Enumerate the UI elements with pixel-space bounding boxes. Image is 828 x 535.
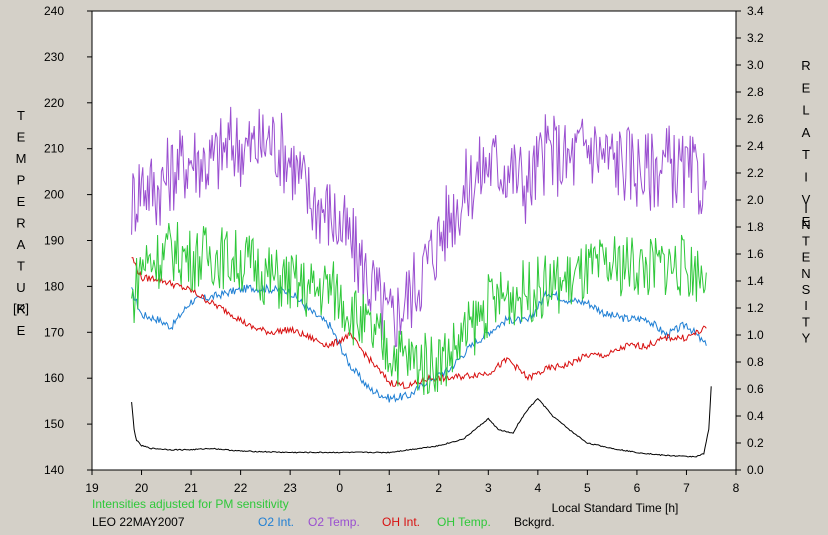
- y-right-tick-label: 0.4: [747, 409, 764, 423]
- series-line: [131, 283, 707, 403]
- y-right-tick-label: 0.6: [747, 382, 764, 396]
- y-right-tick-label: 2.4: [747, 139, 764, 153]
- series-line: [131, 106, 707, 348]
- y-left-label-letter: T: [17, 108, 25, 123]
- y-right-label-letter: T: [802, 314, 810, 329]
- series-line: [131, 257, 707, 390]
- x-tick-label: 19: [85, 481, 99, 495]
- y-right-tick-label: 0.2: [747, 436, 764, 450]
- station-date-label: LEO 22MAY2007: [92, 515, 185, 529]
- y-right-label-letter: V: [802, 192, 811, 207]
- y-right-tick-label: 2.2: [747, 166, 764, 180]
- x-tick-label: 0: [336, 481, 343, 495]
- y-left-label-letter: A: [17, 237, 26, 252]
- y-left-tick-label: 210: [44, 142, 64, 156]
- y-left-unit-label: [K]: [13, 301, 29, 316]
- y-right-label-letter: Y: [802, 331, 811, 346]
- y-left-label-letter: E: [17, 194, 26, 209]
- y-left-label-letter: R: [16, 216, 25, 231]
- y-right-tick-label: 1.4: [747, 274, 764, 288]
- y-right-label-letter: E: [802, 214, 811, 229]
- y-right-tick-label: 0.0: [747, 463, 764, 477]
- y-right-label-letter: N: [801, 217, 810, 232]
- y-right-tick-label: 2.6: [747, 112, 764, 126]
- y-right-tick-label: 1.8: [747, 220, 764, 234]
- legend-entry: OH Int.: [382, 515, 420, 529]
- y-left-tick-label: 220: [44, 96, 64, 110]
- y-right-label-letter: I: [804, 170, 808, 185]
- y-left-label-letter: U: [16, 280, 25, 295]
- x-tick-label: 20: [135, 481, 149, 495]
- y-right-label-letter: R: [801, 58, 810, 73]
- y-left-label-letter: M: [16, 151, 27, 166]
- legend-entry: OH Temp.: [437, 515, 491, 529]
- y-right-tick-label: 0.8: [747, 355, 764, 369]
- y-right-label-letter: A: [802, 125, 811, 140]
- x-tick-label: 5: [584, 481, 591, 495]
- label-layer: [K] Local Standard Time [h] Intensities …: [13, 58, 811, 529]
- axis-layer: 19 20 21 22 23 0 1 2 3 4 5 6 7 8140150160170180190200…: [44, 4, 764, 495]
- y-right-tick-label: 3.0: [747, 58, 764, 72]
- y-right-tick-label: 1.6: [747, 247, 764, 261]
- y-right-label-letter: I: [804, 201, 808, 216]
- y-right-label-letter: E: [802, 250, 811, 265]
- y-right-label-letter: T: [802, 147, 810, 162]
- y-right-tick-label: 3.4: [747, 4, 764, 18]
- y-left-label-letter: P: [17, 173, 26, 188]
- y-left-tick-label: 170: [44, 325, 64, 339]
- legend-entry: Bckgrd.: [514, 515, 555, 529]
- y-left-label-letter: E: [17, 130, 26, 145]
- x-tick-label: 6: [634, 481, 641, 495]
- x-tick-label: 23: [283, 481, 297, 495]
- series-layer: [131, 106, 712, 458]
- sensitivity-note: Intensities adjusted for PM sensitivity: [92, 497, 289, 511]
- y-left-label-letter: R: [16, 302, 25, 317]
- y-right-label-letter: E: [802, 80, 811, 95]
- x-tick-label: 8: [733, 481, 740, 495]
- y-left-tick-label: 200: [44, 188, 64, 202]
- x-tick-label: 22: [234, 481, 248, 495]
- y-right-tick-label: 1.0: [747, 328, 764, 342]
- y-right-label-letter: S: [802, 282, 811, 297]
- y-right-tick-label: 1.2: [747, 301, 764, 315]
- y-right-tick-label: 2.8: [747, 85, 764, 99]
- series-line: [131, 386, 712, 458]
- legend-entry: O2 Temp.: [308, 515, 360, 529]
- y-right-tick-label: 2.0: [747, 193, 764, 207]
- y-right-label-letter: I: [804, 298, 808, 313]
- x-tick-label: 2: [435, 481, 442, 495]
- x-tick-label: 3: [485, 481, 492, 495]
- y-right-label-letter: N: [801, 266, 810, 281]
- y-left-tick-label: 190: [44, 234, 64, 248]
- y-left-tick-label: 150: [44, 417, 64, 431]
- y-right-tick-label: 3.2: [747, 31, 764, 45]
- y-left-tick-label: 140: [44, 463, 64, 477]
- series-line: [131, 221, 707, 396]
- y-right-label-letter: T: [802, 233, 810, 248]
- x-tick-label: 1: [386, 481, 393, 495]
- y-left-tick-label: 230: [44, 50, 64, 64]
- plot-frame: [91, 10, 737, 471]
- y-right-label-letter: L: [802, 103, 809, 118]
- y-left-tick-label: 180: [44, 279, 64, 293]
- legend-entry: O2 Int.: [258, 515, 294, 529]
- x-axis-label: Local Standard Time [h]: [552, 501, 679, 515]
- y-left-tick-label: 160: [44, 371, 64, 385]
- y-left-label-letter: T: [17, 259, 25, 274]
- x-tick-label: 21: [184, 481, 198, 495]
- x-tick-label: 4: [535, 481, 542, 495]
- y-left-tick-label: 240: [44, 4, 64, 18]
- x-tick-label: 7: [683, 481, 690, 495]
- y-left-label-letter: E: [17, 323, 26, 338]
